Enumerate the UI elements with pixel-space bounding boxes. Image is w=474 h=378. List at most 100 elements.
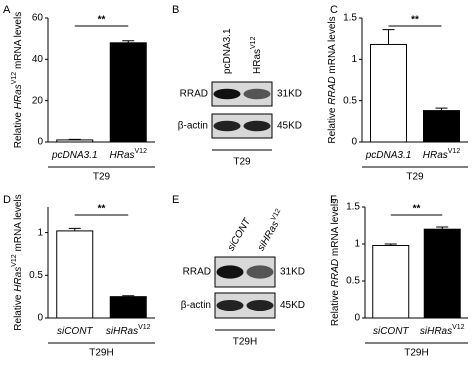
x-tick-label: siHRasV12 [106, 324, 151, 337]
group-label: T29 [93, 172, 111, 183]
error-bar [435, 107, 448, 111]
text-part: Relative [330, 287, 341, 326]
significance: ** [413, 204, 421, 215]
blot-band [213, 88, 241, 100]
error-bar [68, 227, 81, 231]
x-tick-label: HRasV12 [423, 148, 461, 161]
y-tick-label: 1 [351, 54, 357, 65]
group-label: T29H [89, 348, 113, 359]
y-tick-label: 0 [354, 313, 360, 324]
blot-band [246, 265, 274, 279]
x-tick-label: HRasV12 [110, 148, 148, 161]
y-tick-label: 20 [32, 95, 44, 106]
size-label: 31KD [277, 89, 302, 100]
panel-label: E [172, 194, 179, 206]
bar [109, 42, 147, 143]
bar [423, 110, 460, 143]
x-tick-label: pcDNA3.1 [51, 150, 98, 161]
text-part: siCONT [373, 326, 409, 337]
bar [56, 139, 94, 143]
text-part: HRas [13, 84, 24, 109]
x-tick-label: siCONT [373, 326, 409, 337]
text-part: pcDNA3.1 [365, 150, 412, 161]
text-part: siHRas [106, 326, 138, 337]
row-label: RRAD [180, 89, 208, 100]
text-part: V12 [11, 254, 18, 267]
y-tick-label: 40 [32, 54, 44, 65]
text-part: mRNA levels [327, 16, 338, 76]
text-part: HRas [110, 150, 135, 161]
lane-label: siHRasV12 [254, 208, 287, 253]
y-tick-label: 0.5 [346, 276, 360, 287]
text-part: HRas [252, 49, 263, 74]
text-part: V12 [135, 148, 148, 155]
y-tick-label: 0.5 [343, 95, 357, 106]
blot-band [243, 88, 271, 100]
group-label: T29H [404, 348, 428, 359]
text-part: V12 [448, 148, 461, 155]
text-part: mRNA levels [13, 12, 24, 72]
y-axis-label: Relative HRasV12 mRNA levels [11, 194, 24, 330]
text-part: HRas [13, 267, 24, 292]
y-axis-label: Relative RRAD mRNA levels [327, 16, 338, 143]
y-tick-label: 1.5 [343, 13, 357, 24]
bar [56, 230, 94, 319]
size-label: 45KD [280, 300, 305, 311]
significance: ** [98, 15, 106, 26]
error-bar [382, 29, 395, 45]
bar [423, 228, 461, 319]
error-bar [436, 226, 449, 230]
bar [372, 244, 410, 319]
significance: ** [98, 204, 106, 215]
text-part: pcDNA3.1 [51, 150, 98, 161]
y-axis-label: Relative RRAD mRNA levels [330, 199, 341, 326]
blot-band [243, 120, 271, 132]
text-part: HRas [423, 150, 448, 161]
y-tick-label: 1.5 [346, 202, 360, 213]
y-tick-label: 60 [32, 13, 44, 24]
lane-label: pcDNA3.1 [222, 28, 233, 74]
text-part: pcDNA3.1 [222, 28, 233, 74]
error-bar [68, 138, 81, 140]
x-tick-label: pcDNA3.1 [365, 150, 412, 161]
y-tick-label: 1 [354, 239, 360, 250]
text-part: Relative [13, 292, 24, 331]
lane-label: HRasV12 [250, 36, 263, 74]
text-part: siHRas [255, 219, 281, 252]
y-tick-label: 1 [37, 227, 43, 238]
text-part: mRNA levels [13, 194, 24, 254]
lane-label: siCONT [225, 216, 253, 253]
significance: ** [411, 15, 419, 26]
group-label: T29 [233, 157, 251, 168]
panel-label: C [330, 4, 338, 16]
error-bar [384, 243, 397, 246]
text-part: Relative [13, 109, 24, 148]
text-part: V12 [11, 72, 18, 85]
row-label: RRAD [183, 267, 211, 278]
text-part: siCONT [57, 326, 93, 337]
bar [109, 296, 147, 319]
row-label: β-actin [181, 300, 211, 311]
size-label: 31KD [280, 267, 305, 278]
text-part: RRAD [330, 259, 341, 287]
y-tick-label: 0 [37, 137, 43, 148]
text-part: RRAD [327, 76, 338, 104]
y-tick-label: 0 [351, 137, 357, 148]
blot-band [213, 120, 241, 132]
blot-band [246, 300, 274, 311]
text-part: siHRas [420, 326, 452, 337]
panel-label: B [172, 4, 179, 16]
text-part: V12 [270, 208, 282, 222]
text-part: V12 [138, 324, 151, 331]
text-part: mRNA levels [330, 199, 341, 259]
y-tick-label: 0 [37, 313, 43, 324]
panel-label: D [3, 194, 11, 206]
group-label: T29 [406, 172, 424, 183]
text-part: Relative [327, 105, 338, 144]
y-tick-label: 0.5 [29, 270, 43, 281]
x-tick-label: siHRasV12 [420, 324, 465, 337]
text-part: V12 [250, 36, 257, 49]
x-tick-label: siCONT [57, 326, 93, 337]
bar [370, 43, 407, 143]
